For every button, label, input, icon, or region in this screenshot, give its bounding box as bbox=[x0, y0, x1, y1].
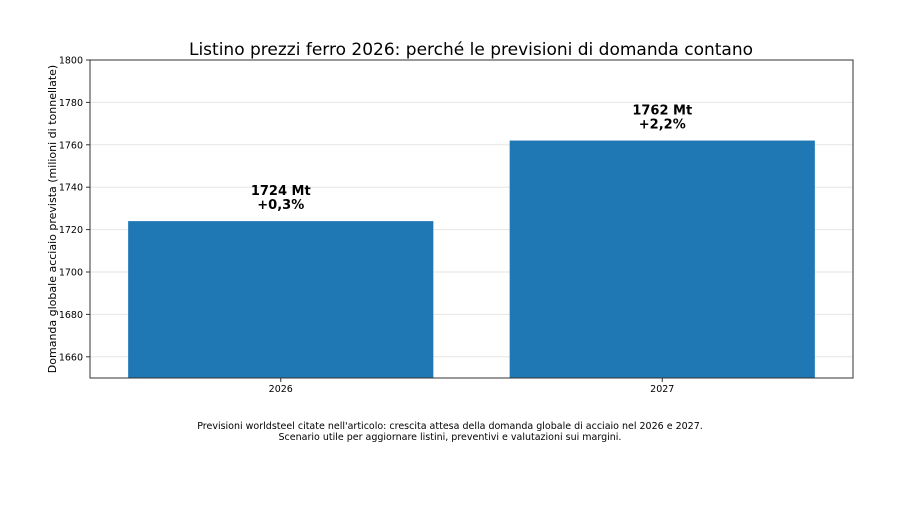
bar-labels: 1724 Mt +0,3% 1762 Mt +2,2% bbox=[251, 104, 692, 214]
x-tick-label-2027: 2027 bbox=[650, 384, 674, 395]
y-axis-label: Domanda globale acciaio prevista (milion… bbox=[46, 65, 59, 373]
y-tick-label-1760: 1760 bbox=[59, 140, 83, 151]
y-tick-label-1780: 1780 bbox=[59, 98, 83, 109]
bar-label-2027: 1762 Mt +2,2% bbox=[632, 104, 692, 133]
x-tick-label-2026: 2026 bbox=[269, 384, 293, 395]
y-tick-label-1700: 1700 bbox=[59, 268, 83, 279]
y-tick-label-1680: 1680 bbox=[59, 310, 83, 321]
bar-2026 bbox=[128, 221, 434, 378]
y-tick-label-1740: 1740 bbox=[59, 183, 83, 194]
caption-line-1: Previsioni worldsteel citate nell'artico… bbox=[197, 421, 703, 432]
caption-line-2: Scenario utile per aggiornare listini, p… bbox=[278, 432, 622, 443]
bar-2027 bbox=[509, 140, 815, 378]
bar-label-2026: 1724 Mt +0,3% bbox=[251, 184, 311, 213]
y-axis-ticks: 1660 1680 1700 1720 1740 1760 1780 1800 bbox=[59, 56, 90, 363]
plot-frame bbox=[89, 59, 854, 379]
x-axis-ticks: 2026 2027 bbox=[269, 378, 674, 395]
bars bbox=[128, 140, 815, 378]
y-tick-label-1800: 1800 bbox=[59, 56, 83, 67]
y-tick-label-1720: 1720 bbox=[59, 225, 83, 236]
chart-title: Listino prezzi ferro 2026: perché le pre… bbox=[189, 40, 753, 60]
y-tick-label-1660: 1660 bbox=[59, 352, 83, 363]
